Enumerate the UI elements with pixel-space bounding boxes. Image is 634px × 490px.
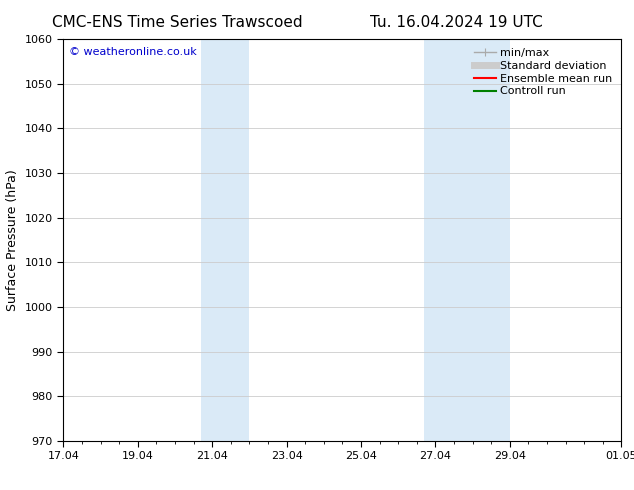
Text: Tu. 16.04.2024 19 UTC: Tu. 16.04.2024 19 UTC [370,15,543,30]
Bar [424,39,510,441]
Text: CMC-ENS Time Series Trawscoed: CMC-ENS Time Series Trawscoed [52,15,303,30]
Bar [201,39,249,441]
Text: © weatheronline.co.uk: © weatheronline.co.uk [69,47,197,57]
Legend: min/max, Standard deviation, Ensemble mean run, Controll run: min/max, Standard deviation, Ensemble me… [470,45,616,100]
Y-axis label: Surface Pressure (hPa): Surface Pressure (hPa) [6,169,19,311]
